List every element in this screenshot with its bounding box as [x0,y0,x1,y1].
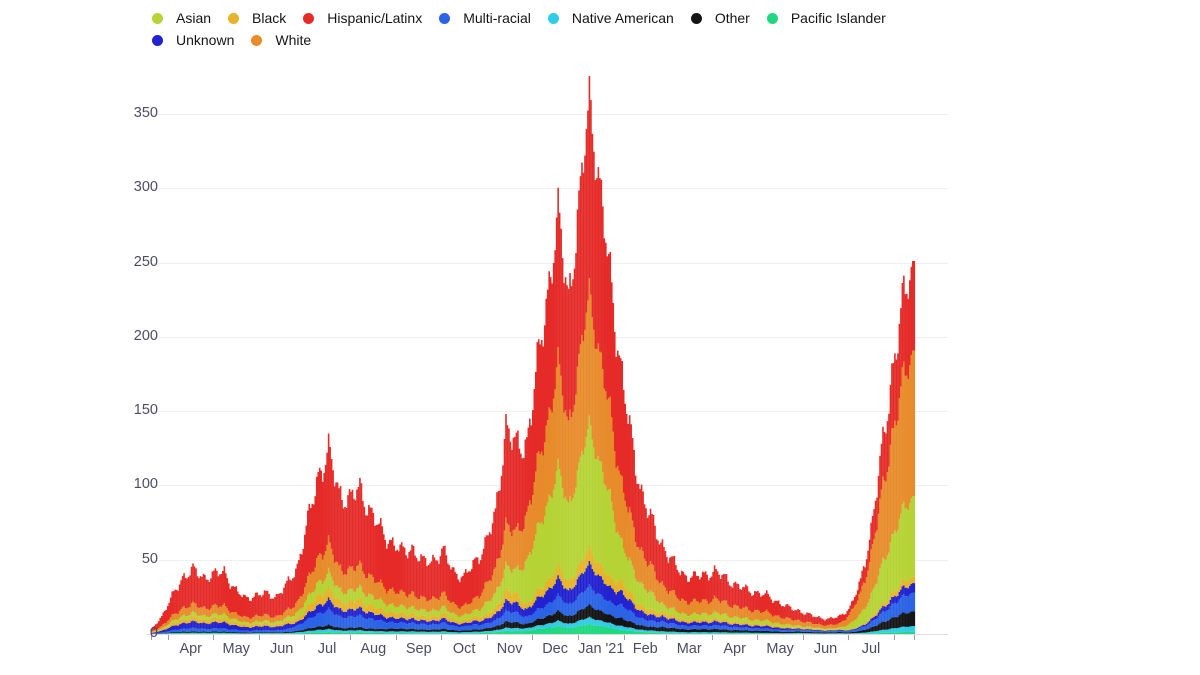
legend-label: Native American [571,10,674,26]
legend-item-pacific-islander[interactable]: Pacific Islander [766,9,886,27]
legend-dot-icon [152,12,163,24]
legend-item-unknown[interactable]: Unknown [152,31,234,49]
legend-row: Unknown White [152,31,903,49]
legend-dot-icon [766,12,778,24]
legend-label: Pacific Islander [790,10,886,26]
chart-legend: Asian Black Hispanic/Latinx Multi-racial Nat… [152,9,903,53]
legend-label: Other [714,10,750,26]
legend-label: Hispanic/Latinx [327,10,423,26]
legend-label: Unknown [176,32,235,48]
legend-item-black[interactable]: Black [228,9,286,27]
legend-label: Multi-racial [463,10,531,26]
legend-dot-icon [690,12,702,24]
legend-row: Asian Black Hispanic/Latinx Multi-racial Nat… [152,9,903,27]
legend-item-hispanic-latinx[interactable]: Hispanic/Latinx [303,9,422,27]
legend-item-asian[interactable]: Asian [152,9,211,27]
legend-label: White [275,32,312,48]
legend-item-native-american[interactable]: Native American [547,9,674,27]
legend-dot-icon [547,12,559,24]
legend-item-other[interactable]: Other [690,9,750,27]
legend-dot-icon [303,12,315,24]
legend-label: Asian [176,10,212,26]
legend-item-white[interactable]: White [251,31,311,49]
legend-dot-icon [439,12,451,24]
legend-dot-icon [228,12,240,24]
legend-label: Black [252,10,287,26]
legend-dot-icon [152,34,163,46]
legend-item-multi-racial[interactable]: Multi-racial [439,9,531,27]
legend-dot-icon [251,34,263,46]
